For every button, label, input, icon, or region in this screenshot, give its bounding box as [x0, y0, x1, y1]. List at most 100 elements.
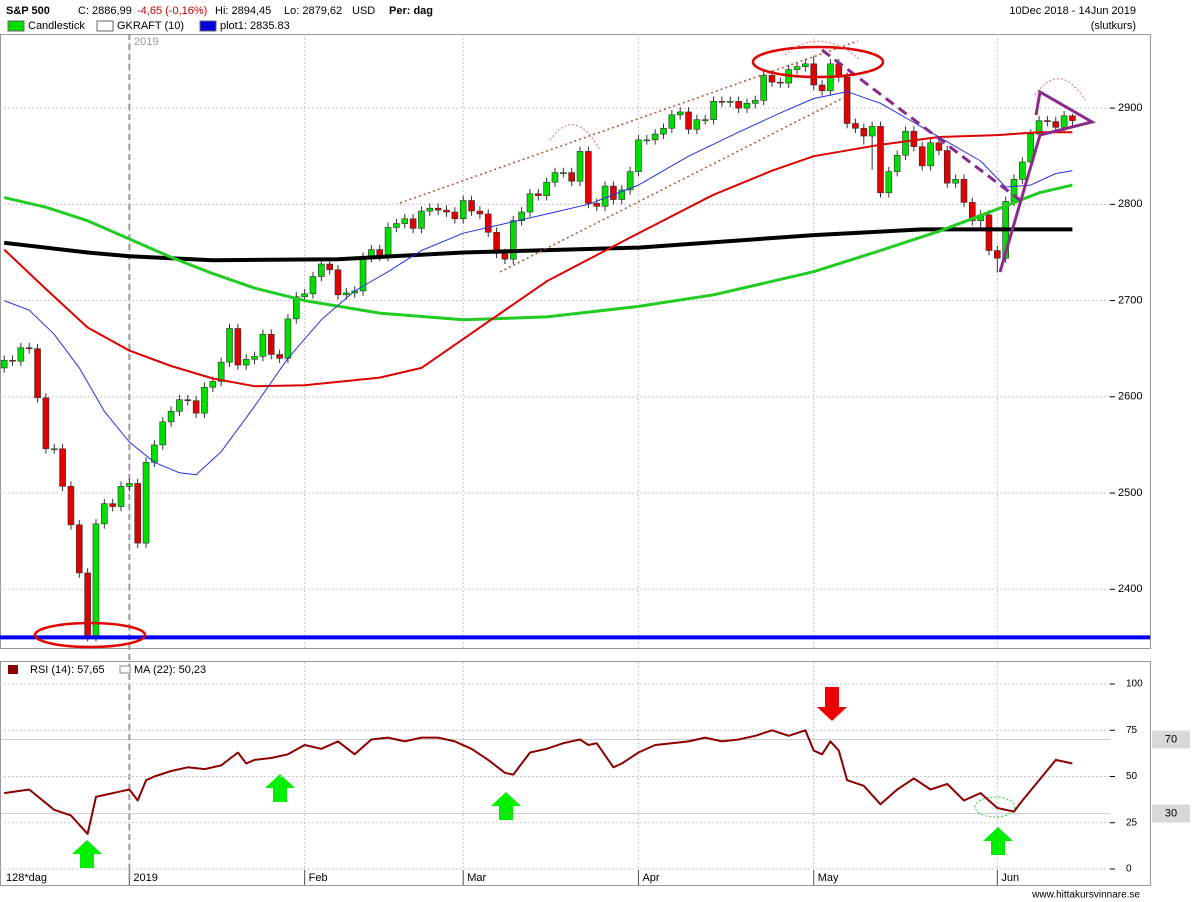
candle-body	[167, 410, 175, 423]
period: Per: dag	[389, 5, 433, 17]
candle-body	[651, 133, 659, 141]
buy-arrow	[265, 774, 295, 802]
candle-body	[484, 213, 492, 233]
candle-body	[451, 211, 459, 220]
candle-body	[67, 486, 75, 526]
candle-body	[752, 100, 759, 104]
candle-body	[1060, 115, 1068, 128]
ma-label: MA (22): 50,23	[134, 664, 206, 676]
candle-body	[318, 263, 325, 277]
candle-body	[793, 66, 801, 70]
close: C: 2886,99	[78, 5, 132, 17]
currency: USD	[352, 5, 375, 17]
candle-body	[818, 84, 826, 92]
candle-body	[501, 253, 509, 260]
candle-body	[226, 328, 233, 363]
x-tick-label: May	[818, 872, 839, 884]
candle-body	[726, 101, 734, 103]
candle-body	[852, 123, 859, 129]
y-tick-label: 2600	[1118, 391, 1142, 403]
candle-body	[192, 400, 200, 414]
candle-body	[1069, 115, 1076, 121]
y-tick-label: 2700	[1118, 294, 1142, 306]
legend-label: GKRAFT (10)	[117, 20, 184, 32]
legend-label: plot1: 2835.83	[220, 20, 290, 32]
year-label: 2019	[134, 36, 158, 48]
candle-body	[885, 171, 893, 194]
candle-body	[777, 81, 784, 84]
title: S&P 500	[6, 5, 50, 17]
candle-body	[343, 292, 350, 296]
buy-arrow	[983, 827, 1013, 855]
candle-body	[918, 146, 926, 167]
candle-body	[468, 200, 475, 212]
candle-body	[985, 214, 993, 251]
candle-body	[201, 386, 208, 414]
candle-body	[159, 421, 167, 446]
date-range: 10Dec 2018 - 14Jun 2019	[1009, 5, 1136, 17]
candle-body	[743, 102, 751, 109]
candle-body	[618, 189, 626, 200]
candle-body	[326, 263, 333, 271]
candle-body	[668, 114, 676, 129]
candle-body	[276, 354, 283, 359]
candle-body	[426, 207, 434, 212]
candle-body	[518, 211, 525, 222]
rsi-swatch	[8, 665, 18, 674]
moving-average	[3, 131, 1073, 388]
watermark: www.hittakursvinnare.se	[1031, 890, 1140, 901]
buy-arrow	[72, 840, 102, 868]
candle-body	[551, 172, 559, 183]
rsi-line	[4, 729, 1073, 835]
candle-body	[643, 139, 651, 142]
moving-average	[3, 183, 1073, 322]
low: Lo: 2879,62	[284, 5, 342, 17]
candle-body	[509, 220, 517, 260]
legend-swatch	[7, 20, 25, 32]
candle-body	[234, 328, 242, 366]
x-tick-label: 2019	[133, 872, 157, 884]
candle-body	[868, 126, 876, 137]
candle-body	[59, 448, 66, 487]
high: Hi: 2894,45	[215, 5, 271, 17]
candle-body	[960, 179, 968, 203]
candle-body	[994, 250, 1001, 259]
candle-body	[251, 356, 258, 360]
candle-body	[284, 318, 292, 359]
legend-label: Candlestick	[28, 20, 85, 32]
legend: Candlestick GKRAFT (10) plot1: 2835.83	[7, 20, 290, 32]
candle-body	[568, 172, 575, 182]
candle-body	[334, 269, 342, 296]
candle-body	[585, 151, 592, 204]
y-tick-label: 100	[1126, 679, 1143, 690]
y-tick-label: 2400	[1118, 583, 1142, 595]
buy-arrow	[491, 792, 521, 820]
candle-body	[760, 75, 767, 101]
x-tick-label: Feb	[309, 872, 328, 884]
candle-body	[0, 359, 8, 369]
candle-body	[935, 142, 943, 151]
candle-body	[576, 151, 584, 182]
candle-body	[109, 503, 116, 507]
candle-body	[877, 126, 884, 194]
candle-body	[409, 218, 417, 229]
annotations	[33, 40, 1096, 868]
candle-body	[242, 358, 250, 366]
candle-body	[267, 333, 275, 355]
candle-body	[810, 63, 818, 86]
candle-body	[184, 399, 192, 402]
candle-body	[34, 348, 41, 399]
candle-body	[601, 185, 609, 207]
arc	[1034, 78, 1086, 101]
candle-body	[50, 448, 58, 451]
candle-body	[526, 193, 534, 213]
candle-body	[259, 333, 267, 357]
x-tick-label: Mar	[467, 872, 486, 884]
candle-body	[418, 210, 425, 229]
candle-body	[42, 397, 50, 450]
candle-body	[735, 101, 742, 109]
days-label: 128*dag	[6, 872, 47, 884]
arc	[784, 40, 861, 61]
